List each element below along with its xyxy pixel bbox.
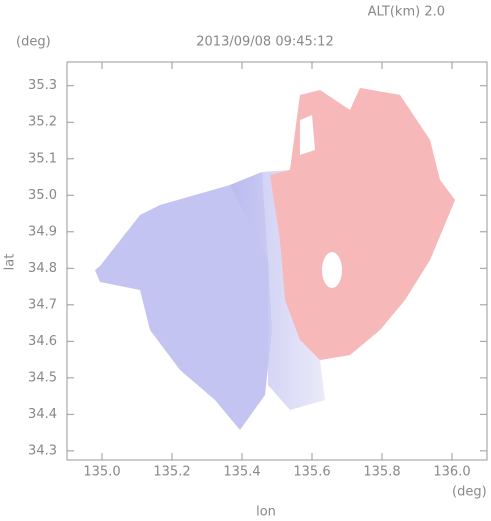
y-tick-label: 35.0	[28, 188, 57, 203]
x-tick-label: 135.8	[363, 465, 400, 480]
x-unit: (deg)	[452, 485, 487, 500]
y-tick-label: 35.2	[28, 115, 57, 130]
y-tick-label: 35.1	[28, 151, 57, 166]
y-tick-label: 34.7	[28, 297, 57, 312]
y-tick-label: 34.6	[28, 334, 57, 349]
x-tick-label: 135.4	[223, 465, 260, 480]
y-tick-label: 34.9	[28, 224, 57, 239]
y-tick-label: 34.4	[28, 407, 57, 422]
y-tick-label: 34.5	[28, 370, 57, 385]
y-tick-label: 34.8	[28, 261, 57, 276]
y-unit: (deg)	[16, 35, 51, 50]
radar-echo	[95, 88, 455, 430]
x-tick-label: 135.2	[153, 465, 190, 480]
plot-frame	[66, 61, 488, 461]
y-tick-label: 34.3	[28, 443, 57, 458]
chart-title: 2013/09/08 09:45:12	[196, 35, 333, 50]
y-tick-label: 35.3	[28, 78, 57, 93]
x-tick-label: 135.6	[293, 465, 330, 480]
x-tick-label: 135.0	[83, 465, 120, 480]
altitude-label: ALT(km) 2.0	[368, 5, 445, 20]
y-axis-label: lat	[3, 254, 18, 271]
x-axis-label: lon	[256, 505, 276, 520]
x-tick-label: 136.0	[433, 465, 470, 480]
